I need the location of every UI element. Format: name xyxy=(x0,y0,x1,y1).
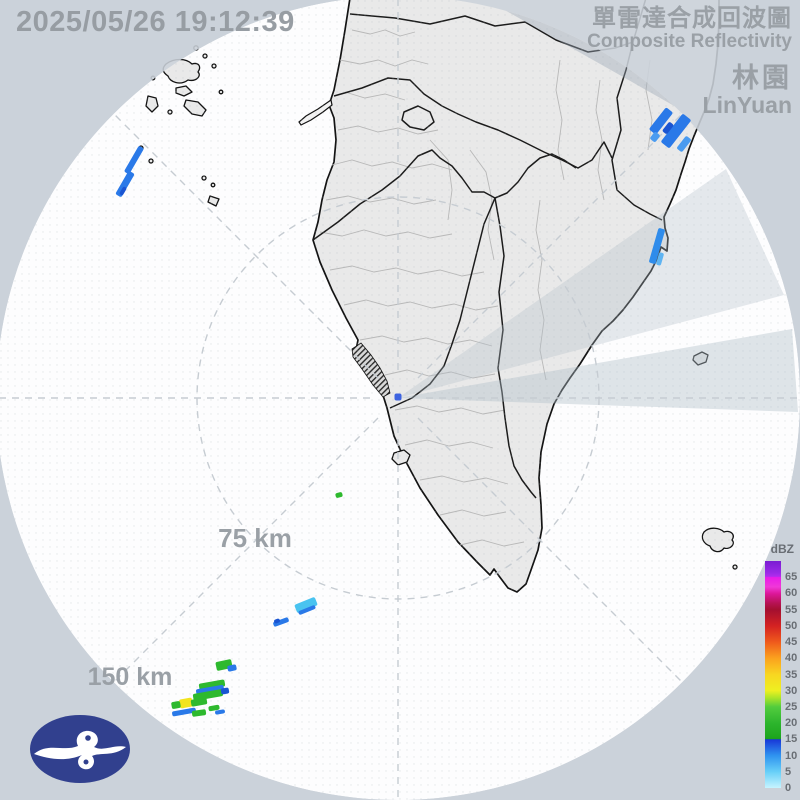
colorbar-tick-label: 15 xyxy=(785,733,798,746)
product-title-en: Composite Reflectivity xyxy=(587,31,792,53)
radar-echo xyxy=(192,689,224,701)
radar-echo xyxy=(208,704,220,712)
radar-echo xyxy=(650,132,660,142)
radar-echo xyxy=(190,697,208,707)
central-weather-administration-logo xyxy=(30,715,130,783)
colorbar-tick-label: 35 xyxy=(785,668,798,681)
colorbar-tick-label: 55 xyxy=(785,603,798,616)
radar-echo xyxy=(119,186,127,196)
colorbar-tick-label: 0 xyxy=(785,782,792,794)
radar-echo xyxy=(661,114,691,148)
radar-echo-layer xyxy=(115,108,691,717)
colorbar-tick-label: 10 xyxy=(785,749,798,762)
radar-echo xyxy=(656,252,664,266)
radar-echo xyxy=(335,492,343,498)
station-name-en: LinYuan xyxy=(702,92,792,119)
timestamp: 2025/05/26 19:12:39 xyxy=(16,6,295,38)
colorbar-tick-label: 5 xyxy=(785,765,792,778)
colorbar-unit-label: dBZ xyxy=(770,542,794,556)
colorbar-tick-label: 25 xyxy=(785,700,798,713)
radar-echo xyxy=(115,171,135,197)
dbz-colorbar xyxy=(765,561,781,788)
radar-echo xyxy=(649,228,665,264)
station-name-zh: 林園 xyxy=(732,63,792,94)
colorbar-tick-label: 50 xyxy=(785,619,798,632)
colorbar-tick-label: 45 xyxy=(785,636,798,649)
title-block: 單雷達合成回波圖 Composite Reflectivity 林園 LinYu… xyxy=(587,6,792,118)
product-title-zh: 單雷達合成回波圖 xyxy=(592,5,792,32)
radar-echo xyxy=(298,605,316,615)
radar-echo xyxy=(198,679,226,691)
radar-echo xyxy=(227,664,237,672)
colorbar-tick-label: 20 xyxy=(785,717,798,730)
radar-echo xyxy=(662,122,674,134)
colorbar-tick-label: 65 xyxy=(785,571,798,584)
logo-wave-swirl xyxy=(34,730,126,770)
radar-echo xyxy=(179,697,193,709)
colorbar-tick-label: 40 xyxy=(785,652,798,665)
radar-echo xyxy=(124,146,144,174)
radar-echo xyxy=(215,709,225,715)
radar-echo xyxy=(274,618,280,624)
radar-echo xyxy=(649,108,673,134)
radar-echo xyxy=(172,707,196,717)
range-ring-label-75km: 75 km xyxy=(218,523,292,553)
radar-echo xyxy=(220,687,230,695)
colorbar-tick-label: 60 xyxy=(785,587,798,600)
radar-echo xyxy=(191,709,207,717)
radar-echo xyxy=(171,701,181,709)
radar-echo xyxy=(677,136,691,152)
radar-echo xyxy=(273,617,289,627)
radar-echo xyxy=(394,393,402,401)
colorbar-tick-label: 30 xyxy=(785,684,798,697)
radar-echo xyxy=(294,597,318,613)
range-ring-label-150km: 150 km xyxy=(87,663,173,691)
